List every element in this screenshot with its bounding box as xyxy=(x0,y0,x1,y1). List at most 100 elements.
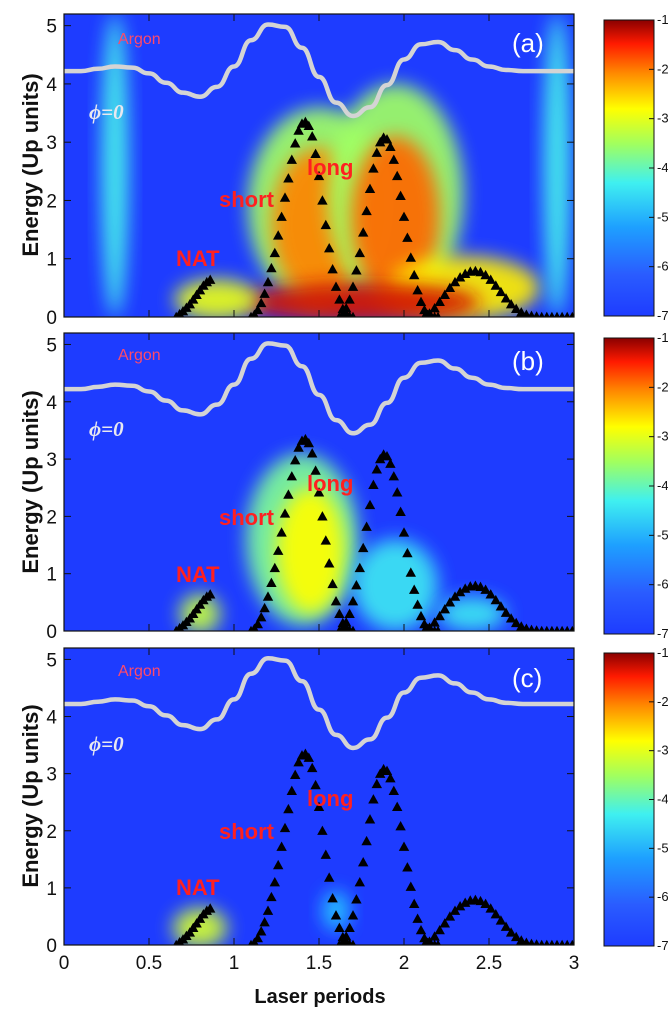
y-axis-label-a: Energy (Up units) xyxy=(18,73,43,256)
trajectory-marker-c-1-2 xyxy=(252,932,263,943)
trajectory-marker-a-3-11 xyxy=(475,266,486,277)
trajectory-marker-a-3-16 xyxy=(500,293,512,303)
trajectory-marker-b-3-23 xyxy=(538,625,545,631)
y-axis-label-c: Energy (Up units) xyxy=(18,704,43,887)
x-tick-label-c-6: 3 xyxy=(569,953,580,974)
colorbar-tick-label-a-4: -5 xyxy=(657,209,668,224)
trajectory-marker-b-3-21 xyxy=(527,624,536,631)
trajectory-marker-c-1-25 xyxy=(330,910,342,920)
trajectory-marker-c-1-8 xyxy=(273,859,284,870)
trajectory-marker-b-1-24 xyxy=(327,578,338,589)
trajectory-marker-a-3-29 xyxy=(569,311,574,317)
trajectory-layer-b xyxy=(173,433,574,631)
trajectory-marker-c-3-17 xyxy=(505,927,517,937)
y-tick-label-c-3: 3 xyxy=(46,765,57,786)
trajectory-marker-b-2-8 xyxy=(361,521,372,531)
trajectory-marker-c-2-15 xyxy=(385,773,396,783)
trajectory-marker-c-2-23 xyxy=(412,913,423,923)
panel-label-b: (b) xyxy=(512,346,544,376)
trajectory-marker-a-2-20 xyxy=(402,232,413,242)
trajectory-marker-c-3-14 xyxy=(490,908,501,919)
laser-field-layer-c xyxy=(64,656,574,751)
trajectory-marker-c-1-21 xyxy=(317,825,328,835)
trajectory-marker-c-1-13 xyxy=(290,769,301,779)
trajectory-marker-b-2-5 xyxy=(351,579,362,590)
trajectory-marker-b-3-22 xyxy=(533,625,540,631)
trajectory-marker-b-2-2 xyxy=(341,617,352,627)
trajectory-marker-c-1-19 xyxy=(310,779,321,790)
y-tick-label-b-4: 4 xyxy=(46,393,57,414)
trajectory-marker-c-2-6 xyxy=(354,876,365,887)
trajectory-marker-b-0-10 xyxy=(205,589,216,599)
trajectory-marker-a-3-28 xyxy=(564,311,571,317)
trajectory-marker-b-1-30 xyxy=(350,625,356,631)
intensity-region-a-8 xyxy=(543,14,571,317)
trajectory-marker-a-1-21 xyxy=(317,195,328,205)
trajectory-marker-a-1-7 xyxy=(269,247,280,258)
trajectory-marker-a-1-25 xyxy=(330,281,342,291)
colorbar-tick-label-c-3: -4 xyxy=(657,792,668,807)
x-tick-label-c-5: 2.5 xyxy=(476,953,502,974)
intensity-region-b-4 xyxy=(438,596,506,631)
y-tick-label-c-2: 2 xyxy=(46,822,57,843)
trajectory-marker-c-3-26 xyxy=(554,939,560,945)
trajectory-marker-b-1-21 xyxy=(317,511,328,521)
trajectory-marker-b-2-19 xyxy=(398,527,410,537)
y-tick-label-b-3: 3 xyxy=(46,450,57,471)
trajectory-marker-a-1-4 xyxy=(259,288,270,298)
trajectory-marker-b-1-6 xyxy=(266,577,277,588)
trajectory-marker-c-1-5 xyxy=(262,905,274,915)
trajectory-marker-b-3-20 xyxy=(522,623,531,631)
trajectory-marker-c-2-14 xyxy=(381,765,393,775)
trajectory-marker-c-1-30 xyxy=(350,939,356,945)
trajectory-marker-c-3-1 xyxy=(424,936,435,945)
intensity-region-b-1 xyxy=(276,487,345,614)
trajectory-marker-b-1-9 xyxy=(276,527,287,537)
colorbar-tick-label-b-2: -3 xyxy=(657,429,668,444)
trajectory-marker-c-2-29 xyxy=(435,939,441,945)
trajectory-marker-c-3-18 xyxy=(511,931,522,942)
trajectory-marker-a-3-7 xyxy=(454,272,466,282)
trajectory-marker-b-2-18 xyxy=(395,506,406,516)
trajectory-marker-c-1-9 xyxy=(276,841,287,851)
trajectory-marker-b-1-14 xyxy=(293,442,304,452)
trajectory-marker-c-2-21 xyxy=(405,881,416,891)
trajectory-marker-a-1-23 xyxy=(324,243,335,253)
intensity-region-a-3 xyxy=(351,136,440,300)
trajectory-marker-a-3-20 xyxy=(522,309,531,317)
colorbar-tick-label-b-5: -6 xyxy=(657,577,668,592)
trajectory-marker-a-2-4 xyxy=(347,281,359,291)
trajectory-marker-a-0-10 xyxy=(205,274,216,284)
trajectory-marker-c-0-10 xyxy=(205,903,216,913)
y-tick-label-a-4: 4 xyxy=(46,75,57,96)
trajectory-marker-b-1-7 xyxy=(269,562,280,573)
colorbar-tick-label-b-6: -7 xyxy=(657,626,668,641)
trajectory-marker-a-1-17 xyxy=(303,120,314,131)
trajectory-marker-b-1-19 xyxy=(310,465,321,475)
trajectory-marker-b-3-3 xyxy=(434,610,445,621)
trajectory-marker-a-3-3 xyxy=(434,296,445,307)
trajectory-marker-a-1-14 xyxy=(293,125,304,135)
trajectory-marker-a-3-17 xyxy=(505,298,517,309)
laser-field-layer-a xyxy=(64,22,574,119)
colorbar-tick-label-a-1: -2 xyxy=(657,61,668,76)
trajectory-marker-c-1-24 xyxy=(327,892,338,903)
trajectory-marker-c-2-11 xyxy=(371,778,382,789)
trajectory-marker-a-2-18 xyxy=(395,190,406,200)
colorbar-tick-label-a-2: -3 xyxy=(657,111,668,126)
short-label-a: short xyxy=(219,187,275,212)
colorbar-tick-label-a-0: -1 xyxy=(657,12,668,27)
trajectory-marker-b-1-17 xyxy=(303,437,314,448)
trajectory-marker-c-1-4 xyxy=(259,916,270,927)
colorbar-tick-label-c-4: -5 xyxy=(657,840,668,855)
long-label-b: long xyxy=(307,471,353,496)
trajectory-marker-c-2-7 xyxy=(358,856,369,867)
trajectory-marker-a-3-13 xyxy=(485,274,496,284)
y-tick-label-b-1: 1 xyxy=(46,565,57,586)
y-tick-label-c-1: 1 xyxy=(46,879,57,900)
trajectory-marker-a-1-10 xyxy=(279,192,291,202)
trajectory-marker-a-1-5 xyxy=(262,276,274,287)
trajectory-marker-c-3-5 xyxy=(444,911,456,921)
y-tick-label-a-0: 0 xyxy=(46,308,57,329)
